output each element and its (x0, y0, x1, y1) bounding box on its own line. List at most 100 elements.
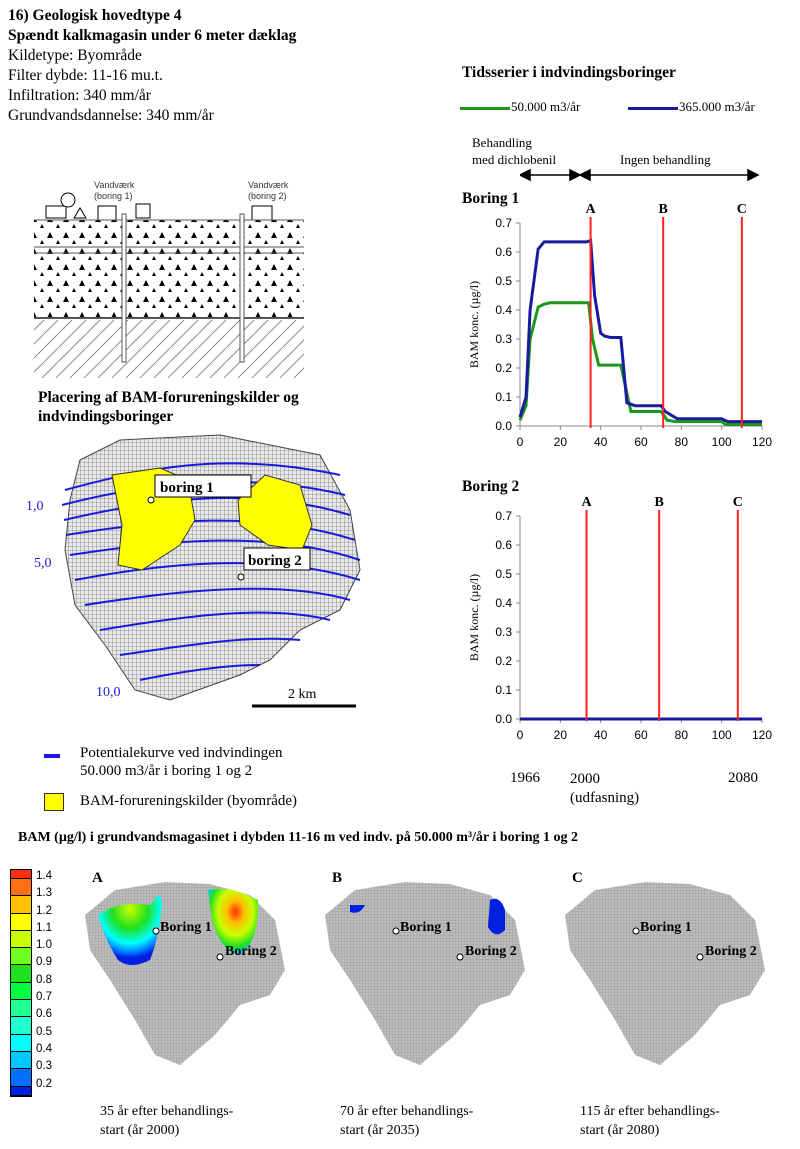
color-scale-swatch (11, 896, 31, 914)
y-axis-label: BAM konc. (µg/l) (467, 281, 481, 368)
x-tick-label: 100 (712, 728, 732, 742)
y-tick-label: 0.3 (495, 625, 512, 639)
y-tick-label: 0.2 (495, 361, 512, 375)
houses-icon (45, 192, 273, 221)
y-tick-label: 0.6 (495, 245, 512, 259)
y-tick-label: 0.5 (495, 567, 512, 581)
chart-boring-2: 0.0 0.1 0.2 0.3 0.4 0.5 0.6 0.7 0 20 40 60 80 100 120 B… (467, 495, 772, 742)
y-tick-label: 0.1 (495, 683, 512, 697)
contour-label: 10,0 (96, 685, 121, 700)
x-tick-label: 0 (517, 728, 524, 742)
y-tick-label: 0.5 (495, 274, 512, 288)
y-tick-label: 0.6 (495, 538, 512, 552)
header: 16) Geologisk hovedtype 4 Spændt kalkmag… (8, 6, 296, 126)
map-panel-A: A Boring 1 Boring 2 (85, 870, 285, 1065)
boring-2-label: Boring 2 (465, 944, 517, 959)
boring-2-marker (237, 573, 245, 581)
bottom-title: BAM (µg/l) i grundvandsmagasinet i dybde… (18, 830, 579, 845)
x-tick-label: 80 (675, 728, 689, 742)
color-scale-label: 1.4 (36, 870, 52, 882)
color-scale-label: 1.0 (36, 939, 52, 952)
boring-2-label: Boring 2 (225, 944, 277, 959)
boring-1-label: Boring 1 (400, 920, 452, 935)
color-scale-swatch (11, 1069, 31, 1087)
phase-arrows (520, 168, 760, 182)
profile-label: Vandværk (94, 180, 135, 190)
y-tick-label: 0.4 (495, 596, 512, 610)
panel-letter: A (92, 870, 103, 886)
color-scale-swatch (11, 930, 31, 949)
marker-label: B (654, 495, 663, 510)
phase-no-treatment-label: Ingen behandling (620, 152, 711, 167)
series-line-365000 (518, 238, 762, 424)
color-scale-label: 0.4 (36, 1042, 52, 1055)
boring-2-label: boring 2 (248, 553, 302, 569)
panel-caption: 35 år efter behandlings-start (år 2000) (100, 1104, 234, 1138)
header-title: 16) Geologisk hovedtype 4 (8, 7, 182, 24)
bam-source-legend-label: BAM-forureningskilder (byområde) (80, 793, 298, 809)
x-tick-label: 120 (752, 728, 772, 742)
contour-label: 1,0 (26, 499, 44, 514)
location-map: boring 1 boring 2 1,0 5,0 10,0 2 km (26, 434, 361, 708)
y-tick-label: 0.3 (495, 332, 512, 346)
color-scale-swatch (11, 870, 31, 879)
boring-1-marker (152, 927, 160, 935)
profile-label: Vandværk (248, 180, 289, 190)
marker-label: B (659, 202, 668, 217)
potential-contours (61, 462, 361, 681)
x-tick-label: 40 (594, 435, 608, 449)
color-scale-labels: 1.4 1.3 1.2 1.1 1.0 0.9 0.8 0.7 0.6 0.5 0.4 0.3 0.2 (36, 868, 52, 1093)
aquifer-grid (565, 882, 765, 1065)
bam-plume (350, 905, 365, 913)
chart-title-boring-1: Boring 1 (462, 190, 520, 207)
bam-source-legend-swatch (44, 793, 64, 811)
panel-letter: C (572, 870, 583, 886)
color-scale-label: 0.7 (36, 991, 52, 1004)
contour-legend-label: Potentialekurve ved indvindingen 50.000 m… (80, 745, 283, 779)
boring-2-marker (696, 953, 704, 961)
header-line: Filter dybde: 11-16 mu.t. (8, 67, 163, 84)
boring-2-marker (216, 953, 224, 961)
color-scale-label: 1.2 (36, 904, 52, 917)
color-scale-label: 0.9 (36, 956, 52, 969)
x-tick-label: 20 (554, 435, 568, 449)
map-panel-B: B Boring 1 Boring 2 (325, 870, 525, 1065)
color-scale-swatch (11, 1051, 31, 1070)
boring-1-marker (632, 927, 640, 935)
year-1966: 1966 (510, 770, 540, 786)
map-section-title: Placering af BAM-forureningskilder og ind… (38, 389, 299, 425)
y-tick-label: 0.2 (495, 654, 512, 668)
contour-legend-swatch (44, 754, 60, 758)
bam-source-2 (237, 474, 313, 551)
header-subtitle: Spændt kalkmagasin under 6 meter dæklag (8, 27, 297, 44)
scale-label: 2 km (288, 687, 317, 702)
color-scale (10, 869, 32, 1097)
boring-1-label: boring 1 (160, 480, 214, 496)
boring-2-marker (456, 953, 464, 961)
boring-1-marker (147, 496, 155, 504)
well-boring-2 (239, 213, 245, 363)
x-tick-label: 60 (634, 728, 648, 742)
x-tick-label: 0 (517, 435, 524, 449)
color-scale-swatch (11, 982, 31, 1001)
series-line-50000 (518, 301, 762, 427)
color-scale-swatch (11, 1086, 31, 1096)
color-scale-swatch (11, 1000, 31, 1018)
y-tick-label: 0.0 (495, 712, 512, 726)
x-tick-label: 60 (634, 435, 648, 449)
chart-boring-1: 0.0 0.1 0.2 0.3 0.4 0.5 0.6 0.7 0 20 40 60 80 100 120 B… (467, 202, 772, 449)
marker-label: A (581, 495, 592, 510)
color-scale-swatch (11, 913, 31, 931)
bam-plume (98, 895, 162, 965)
profile-label: (boring 2) (248, 191, 287, 201)
color-scale-swatch (11, 948, 31, 966)
header-line: Infiltration: 340 mm/år (8, 87, 151, 104)
color-scale-label: 0.8 (36, 973, 52, 986)
y-tick-label: 0.7 (495, 509, 512, 523)
boring-2-label: Boring 2 (705, 944, 757, 959)
y-axis-label: BAM konc. (µg/l) (467, 574, 481, 661)
color-scale-label: 0.3 (36, 1060, 52, 1073)
color-scale-label: 0.5 (36, 1025, 52, 1038)
year-2080: 2080 (728, 770, 758, 786)
